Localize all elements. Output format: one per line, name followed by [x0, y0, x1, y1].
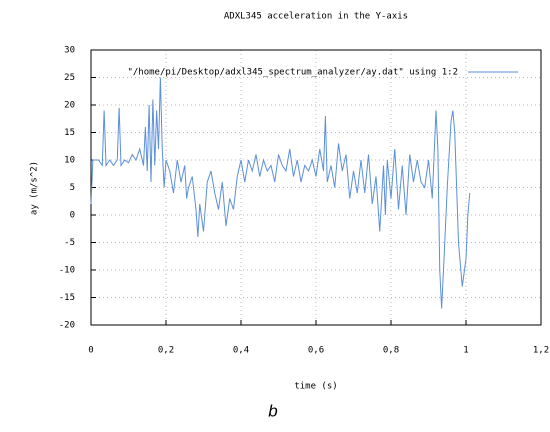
- caption: b: [268, 401, 277, 420]
- y-tick-label: -20: [59, 321, 75, 331]
- x-tick-label: 1,2: [533, 346, 549, 356]
- legend-label: "/home/pi/Desktop/adxl345_spectrum_analy…: [127, 68, 458, 78]
- y-tick-label: -15: [59, 293, 75, 303]
- y-tick-label: 25: [64, 73, 75, 83]
- y-tick-label: 10: [64, 156, 75, 166]
- y-tick-label: 30: [64, 46, 75, 56]
- x-tick-label: 0: [88, 346, 93, 356]
- x-tick-label: 0,6: [308, 346, 324, 356]
- x-tick-label: 0,2: [158, 346, 174, 356]
- data-line: [90, 77, 471, 309]
- y-tick-label: 0: [70, 211, 75, 221]
- y-tick-label: -5: [64, 238, 75, 248]
- y-tick-label: -10: [59, 266, 75, 276]
- chart-title: ADXL345 acceleration in the Y-axis: [224, 12, 408, 22]
- y-tick-label: 15: [64, 128, 75, 138]
- x-axis-label: time (s): [294, 382, 337, 392]
- y-axis-label: ay (m/s^2): [30, 161, 40, 215]
- y-tick-label: 5: [70, 183, 75, 193]
- x-tick-label: 0,8: [383, 346, 399, 356]
- y-tick-label: 20: [64, 101, 75, 111]
- plot-border: [90, 49, 542, 326]
- x-tick-label: 0,4: [233, 346, 249, 356]
- x-tick-label: 1: [463, 346, 468, 356]
